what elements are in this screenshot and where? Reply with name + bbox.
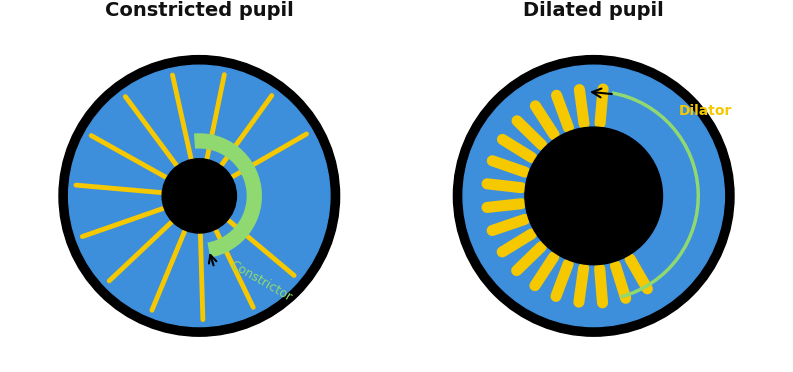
Circle shape [463,65,724,327]
Title: Constricted pupil: Constricted pupil [105,1,293,20]
Circle shape [59,55,339,336]
Text: Dilator: Dilator [679,104,733,118]
Circle shape [162,159,236,233]
Title: Dilated pupil: Dilated pupil [523,1,664,20]
Text: Constrictor: Constrictor [228,258,294,304]
Circle shape [69,65,330,327]
Circle shape [454,55,734,336]
Circle shape [525,127,662,264]
